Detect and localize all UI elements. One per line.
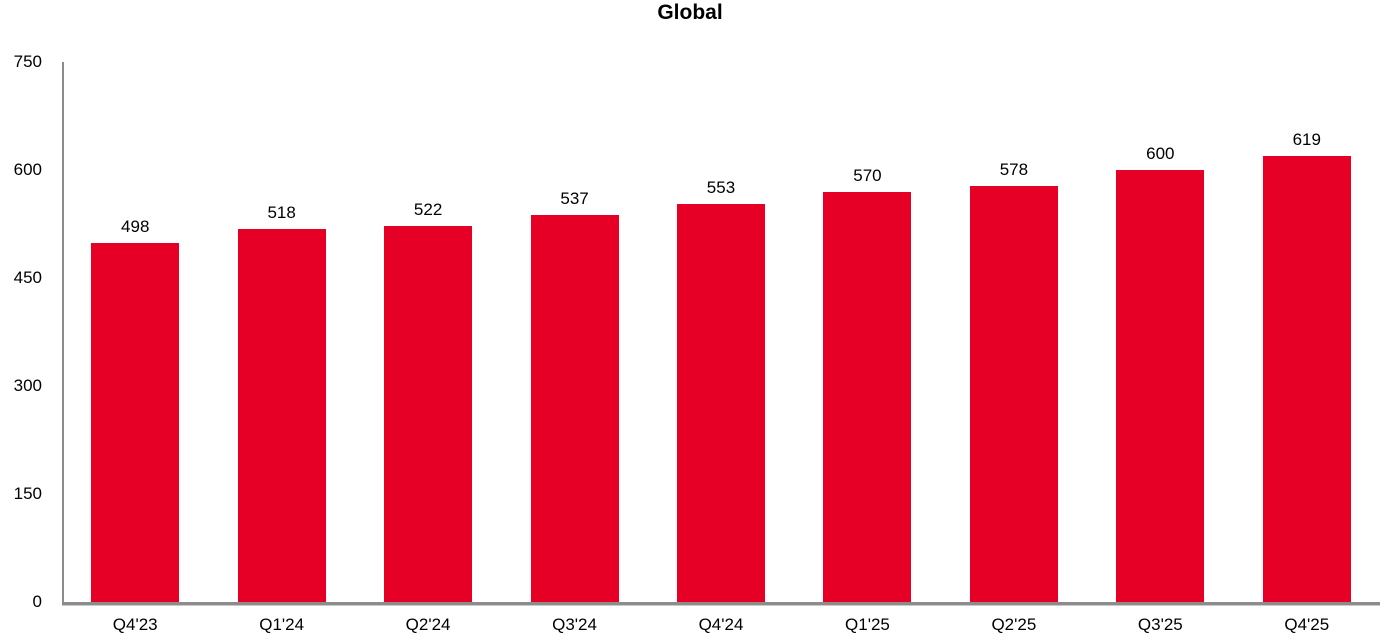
bar: [91, 243, 180, 602]
bar-value-label: 537: [560, 189, 589, 209]
y-tick-label: 300: [13, 376, 42, 395]
y-axis-line: [62, 62, 64, 605]
bar: [823, 191, 912, 602]
x-axis-line: [62, 602, 1380, 605]
bar-slot: 570: [794, 166, 940, 602]
y-tick-label: 450: [13, 268, 42, 287]
bar-slot: 600: [1087, 144, 1233, 602]
chart-title: Global: [657, 1, 723, 24]
bar: [384, 226, 473, 602]
bar: [969, 185, 1058, 602]
bar-value-label: 570: [853, 165, 882, 185]
x-tick-label: Q3'25: [1137, 615, 1183, 634]
bar: [237, 229, 326, 602]
bar-value-label: 522: [413, 200, 443, 220]
bar-slot: 498: [62, 217, 208, 602]
bar-value-label: 553: [706, 177, 736, 197]
y-tick-label: 0: [32, 592, 42, 611]
bar-value-label: 518: [267, 203, 296, 223]
x-tick-label: Q3'24: [552, 615, 597, 634]
bar: [676, 203, 765, 602]
bar-value-label: 578: [999, 159, 1029, 179]
x-tick-label: Q2'24: [405, 615, 451, 634]
bar-value-label: 498: [121, 217, 150, 237]
bar: [1262, 156, 1351, 602]
y-tick-label: 750: [13, 52, 42, 71]
bar-slot: 537: [501, 189, 647, 602]
bar: [530, 215, 619, 602]
bar-slot: 553: [648, 178, 794, 602]
x-tick-label: Q4'25: [1284, 615, 1330, 634]
bar-slot: 578: [941, 160, 1087, 602]
bar-slot: 522: [355, 200, 501, 602]
x-tick-label: Q1'25: [845, 615, 890, 634]
bar-value-label: 600: [1146, 144, 1175, 163]
x-tick-label: Q4'23: [112, 615, 158, 634]
bar-slot: 619: [1234, 130, 1380, 602]
bar-value-label: 619: [1292, 130, 1321, 150]
y-tick-label: 150: [13, 484, 42, 503]
bar-slot: 518: [208, 203, 354, 602]
x-tick-label: Q2'25: [991, 615, 1037, 634]
bar: [1116, 170, 1205, 602]
x-tick-label: Q1'24: [259, 615, 305, 634]
x-tick-label: Q4'24: [698, 615, 744, 634]
y-tick-label: 600: [13, 160, 42, 179]
